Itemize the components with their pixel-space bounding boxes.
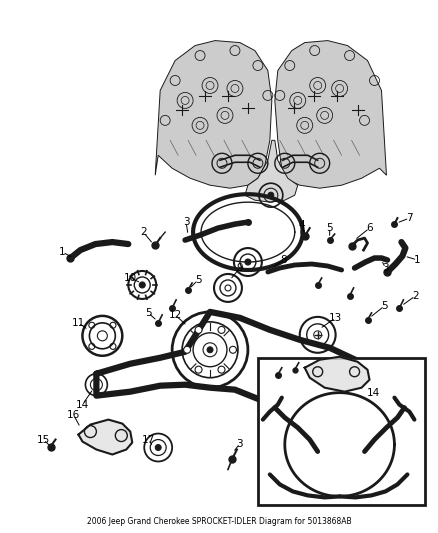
Text: 1: 1: [59, 247, 66, 257]
Circle shape: [139, 282, 145, 288]
Text: 16: 16: [67, 410, 80, 419]
Bar: [258, 358, 425, 505]
Text: 5: 5: [145, 308, 152, 318]
Circle shape: [195, 326, 202, 334]
Text: 14: 14: [367, 387, 380, 398]
Text: 3: 3: [237, 439, 243, 449]
Text: 6: 6: [366, 223, 373, 233]
Polygon shape: [305, 357, 370, 392]
Text: 2: 2: [140, 227, 147, 237]
Text: 3: 3: [382, 263, 389, 273]
Circle shape: [207, 347, 213, 353]
Circle shape: [225, 285, 231, 291]
Text: 3: 3: [183, 217, 189, 227]
Circle shape: [218, 326, 225, 334]
Polygon shape: [275, 41, 386, 188]
Polygon shape: [78, 419, 132, 455]
Text: 2: 2: [412, 291, 419, 301]
Circle shape: [195, 366, 202, 373]
Text: 11: 11: [72, 318, 85, 328]
Circle shape: [268, 192, 274, 198]
Circle shape: [230, 346, 237, 353]
Text: 2006 Jeep Grand Cherokee SPROCKET-IDLER Diagram for 5013868AB: 2006 Jeep Grand Cherokee SPROCKET-IDLER …: [87, 517, 351, 526]
Text: 17: 17: [141, 434, 155, 445]
Text: 5: 5: [326, 223, 333, 233]
Circle shape: [218, 366, 225, 373]
Polygon shape: [245, 140, 298, 202]
Text: 10: 10: [124, 273, 137, 283]
Text: 5: 5: [195, 275, 201, 285]
Text: 15: 15: [37, 434, 50, 445]
Text: 12: 12: [169, 310, 182, 320]
Text: 14: 14: [76, 400, 89, 410]
Text: 4: 4: [298, 220, 305, 230]
Text: 7: 7: [406, 213, 413, 223]
Text: 13: 13: [329, 313, 342, 323]
Circle shape: [245, 259, 251, 265]
Text: 1: 1: [414, 255, 420, 265]
Polygon shape: [155, 41, 272, 188]
Text: 5: 5: [381, 301, 388, 311]
Circle shape: [184, 346, 191, 353]
Text: 9: 9: [237, 263, 243, 273]
Circle shape: [155, 445, 161, 450]
Text: 8: 8: [280, 255, 287, 265]
